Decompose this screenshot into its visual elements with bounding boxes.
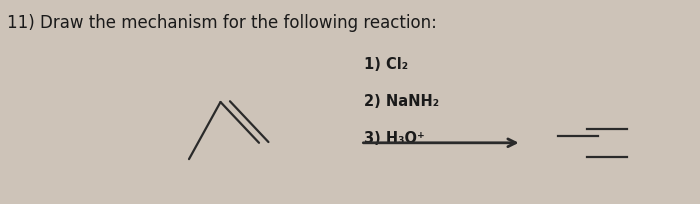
Text: 2) NaNH₂: 2) NaNH₂ <box>364 94 439 109</box>
Text: 3) H₃O⁺: 3) H₃O⁺ <box>364 131 425 146</box>
Text: 11) Draw the mechanism for the following reaction:: 11) Draw the mechanism for the following… <box>7 14 437 32</box>
Text: 1) Cl₂: 1) Cl₂ <box>364 57 408 72</box>
